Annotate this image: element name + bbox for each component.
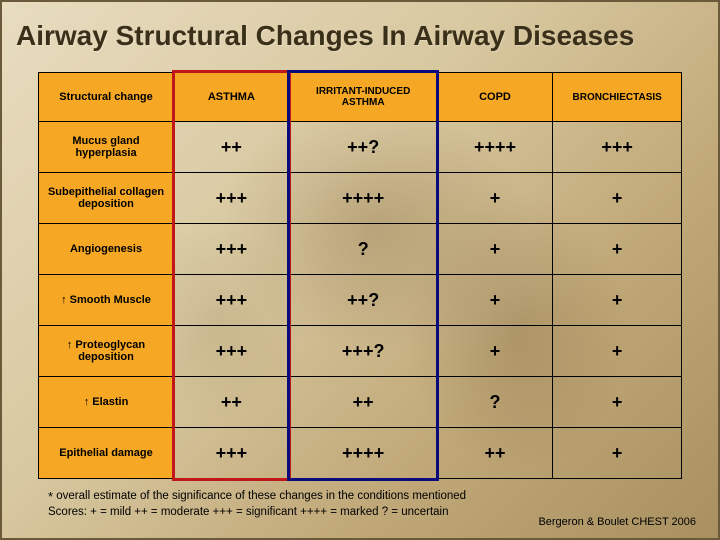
col-header: IRRITANT-INDUCED ASTHMA (289, 73, 437, 122)
row-header: ↑ Smooth Muscle (39, 275, 174, 326)
table-cell: + (437, 224, 553, 275)
table-cell: ? (437, 377, 553, 428)
table-row: Epithelial damage++++++++++ (39, 428, 682, 479)
table-cell: +++ (174, 224, 290, 275)
citation: Bergeron & Boulet CHEST 2006 (538, 516, 696, 528)
table-cell: + (437, 173, 553, 224)
table-row: Angiogenesis+++?++ (39, 224, 682, 275)
row-header: Subepithelial collagen deposition (39, 173, 174, 224)
row-header: Angiogenesis (39, 224, 174, 275)
table-row: ↑ Elastin++++?+ (39, 377, 682, 428)
table-cell: +++? (289, 326, 437, 377)
col-header: BRONCHIECTASIS (553, 73, 682, 122)
table-cell: +++ (174, 428, 290, 479)
col-header-rowlabel: Structural change (39, 73, 174, 122)
col-header: COPD (437, 73, 553, 122)
table-cell: ++ (174, 122, 290, 173)
footnote-line1: overall estimate of the significance of … (56, 490, 466, 502)
row-header: ↑ Elastin (39, 377, 174, 428)
table-cell: +++ (174, 275, 290, 326)
table-container: Structural changeASTHMAIRRITANT-INDUCED … (38, 72, 682, 479)
table-cell: ++? (289, 122, 437, 173)
footnote-star: * (48, 489, 53, 504)
table-cell: + (553, 173, 682, 224)
table-cell: +++ (174, 326, 290, 377)
table-cell: ++++ (289, 428, 437, 479)
table-cell: ++ (174, 377, 290, 428)
table-cell: ++++ (289, 173, 437, 224)
row-header: Epithelial damage (39, 428, 174, 479)
row-header: ↑ Proteoglycan deposition (39, 326, 174, 377)
table-cell: + (553, 326, 682, 377)
table-cell: +++ (174, 173, 290, 224)
col-header: ASTHMA (174, 73, 290, 122)
table-row: ↑ Proteoglycan deposition++++++?++ (39, 326, 682, 377)
table-cell: + (553, 377, 682, 428)
table-cell: + (553, 224, 682, 275)
table-row: ↑ Smooth Muscle+++++?++ (39, 275, 682, 326)
row-header: Mucus gland hyperplasia (39, 122, 174, 173)
slide-title: Airway Structural Changes In Airway Dise… (2, 2, 718, 58)
table-cell: ++ (289, 377, 437, 428)
table-row: Subepithelial collagen deposition+++++++… (39, 173, 682, 224)
table-row: Mucus gland hyperplasia++++?+++++++ (39, 122, 682, 173)
table-cell: + (553, 275, 682, 326)
table-cell: ++ (437, 428, 553, 479)
table-cell: + (553, 428, 682, 479)
table-cell: +++ (553, 122, 682, 173)
footnote-line2: Scores: + = mild ++ = moderate +++ = sig… (48, 506, 449, 518)
table-cell: ++? (289, 275, 437, 326)
table-cell: ++++ (437, 122, 553, 173)
table-cell: ? (289, 224, 437, 275)
slide: Airway Structural Changes In Airway Dise… (0, 0, 720, 540)
table-cell: + (437, 275, 553, 326)
comparison-table: Structural changeASTHMAIRRITANT-INDUCED … (38, 72, 682, 479)
table-cell: + (437, 326, 553, 377)
